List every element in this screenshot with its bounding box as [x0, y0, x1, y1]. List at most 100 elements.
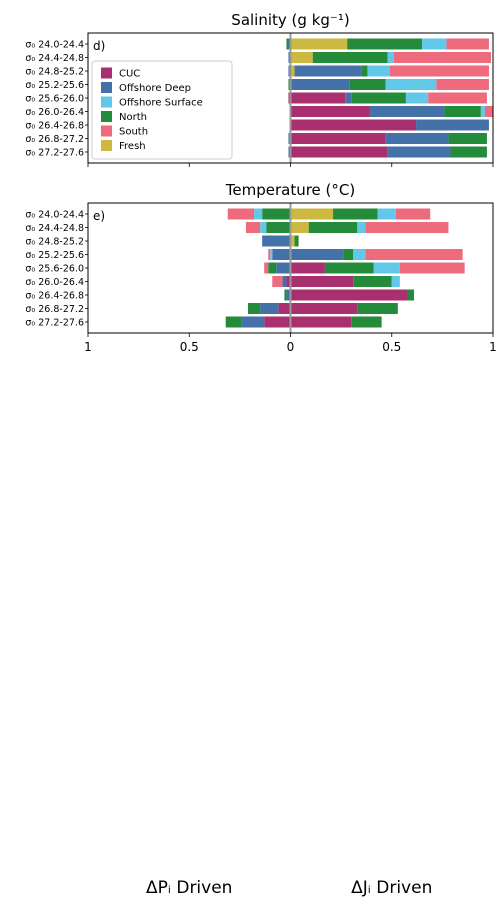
- bar-right-offshore-surface: [373, 262, 400, 274]
- y-tick-label: σ₀ 25.2-25.6: [25, 80, 84, 91]
- y-tick-label: σ₀ 24.0-24.4: [25, 210, 84, 221]
- bar-right-north: [444, 106, 481, 117]
- bar-right-offshore-deep: [387, 146, 451, 158]
- bar-right-south: [393, 52, 491, 63]
- bar-right-fresh: [290, 38, 348, 50]
- bar-right-south: [484, 106, 493, 117]
- bar-right-north: [351, 92, 406, 104]
- bar-right-north: [450, 146, 487, 158]
- bar-left-offshore-surface: [254, 208, 263, 220]
- bar-right-south: [428, 92, 487, 104]
- bar-left-offshore-deep: [288, 52, 291, 63]
- bar-right-south: [365, 222, 449, 233]
- bar-right-south: [399, 262, 465, 274]
- legend-swatch-offshore-deep: [101, 82, 112, 93]
- legend-entry-fresh: Fresh: [119, 141, 146, 152]
- bar-right-offshore-surface: [480, 106, 485, 117]
- bar-right-offshore-deep: [290, 79, 350, 90]
- bar-right-cuc: [290, 276, 354, 287]
- bar-left-north: [284, 289, 287, 301]
- bar-left-south: [268, 249, 271, 260]
- y-tick-label: σ₀ 26.0-26.4: [25, 277, 84, 288]
- bar-left-south: [272, 276, 283, 287]
- bar-right-offshore-surface: [385, 79, 437, 90]
- legend-entry-offshore-deep: Offshore Deep: [119, 83, 191, 94]
- bar-right-north: [312, 52, 388, 63]
- bar-right-south: [395, 208, 431, 220]
- bar-right-offshore-surface: [387, 52, 394, 63]
- bar-right-offshore-deep: [369, 106, 445, 117]
- bar-right-north: [294, 235, 299, 247]
- legend-swatch-offshore-surface: [101, 96, 112, 108]
- bar-right-fresh: [290, 222, 309, 233]
- legend-swatch-south: [101, 125, 112, 137]
- bar-right-offshore-surface: [377, 208, 396, 220]
- legend-entry-south: South: [119, 127, 148, 138]
- x-axis-label-right: ΔJᵢ Driven: [351, 878, 432, 898]
- bar-right-cuc: [290, 262, 325, 274]
- bar-right-offshore-deep: [345, 92, 352, 104]
- bar-right-north: [357, 303, 398, 314]
- bar-right-north: [361, 65, 368, 77]
- bar-left-offshore-deep: [272, 249, 291, 260]
- bar-left-cuc: [264, 316, 291, 328]
- bar-left-offshore-deep: [288, 133, 291, 144]
- legend-box: [91, 60, 233, 160]
- bar-right-offshore-surface: [391, 276, 400, 287]
- bar-right-north: [349, 79, 386, 90]
- bar-right-south: [365, 249, 463, 260]
- x-tick-label: 1: [84, 340, 92, 354]
- y-tick-label: σ₀ 24.4-24.8: [25, 53, 84, 64]
- bar-right-north: [407, 289, 415, 301]
- y-tick-label: σ₀ 27.2-27.6: [25, 318, 84, 329]
- bar-right-cuc: [290, 106, 370, 117]
- bar-right-cuc: [290, 303, 358, 314]
- bar-right-cuc: [290, 146, 388, 158]
- y-tick-label: σ₀ 24.4-24.8: [25, 223, 84, 234]
- bar-right-offshore-deep: [294, 65, 362, 77]
- y-tick-label: σ₀ 24.8-25.2: [25, 67, 84, 78]
- y-tick-label: σ₀ 24.8-25.2: [25, 237, 84, 248]
- bar-left-offshore-deep: [260, 303, 279, 314]
- bar-left-offshore-deep: [241, 316, 265, 328]
- bar-right-cuc: [290, 119, 417, 131]
- bar-right-north: [308, 222, 358, 233]
- bar-right-cuc: [290, 92, 346, 104]
- x-tick-label: 0.5: [382, 340, 401, 354]
- y-tick-label: σ₀ 26.8-27.2: [25, 304, 84, 315]
- panel-title: Temperature (°C): [225, 181, 355, 199]
- bar-left-offshore-deep: [282, 276, 287, 287]
- bar-right-south: [436, 79, 489, 90]
- bar-left-north: [225, 316, 242, 328]
- bar-right-offshore-surface: [353, 249, 366, 260]
- legend-entry-north: North: [119, 112, 147, 123]
- bar-right-north: [324, 262, 374, 274]
- bar-left-north: [286, 38, 289, 50]
- bar-left-offshore-deep: [288, 146, 291, 158]
- legend: CUC Offshore Deep Offshore Surface North Sou…: [91, 60, 233, 160]
- bar-left-north: [266, 222, 291, 233]
- legend-entry-offshore-surface: Offshore Surface: [119, 98, 203, 109]
- y-tick-label: σ₀ 27.2-27.6: [25, 148, 84, 159]
- y-tick-label: σ₀ 24.0-24.4: [25, 40, 84, 51]
- bar-right-fresh: [290, 65, 295, 77]
- bar-left-south: [245, 222, 261, 233]
- panel-label: d): [93, 39, 105, 53]
- panel-d: Salinity (g kg⁻¹) d) σ₀ 24.0-24.4 σ₀ 24.4-2…: [25, 11, 494, 167]
- bar-right-cuc: [290, 289, 408, 301]
- y-tick-label: σ₀ 26.8-27.2: [25, 134, 84, 145]
- bar-right-cuc: [290, 133, 386, 144]
- bar-right-offshore-deep: [416, 119, 489, 131]
- bar-right-north: [343, 249, 354, 260]
- bar-right-south: [446, 38, 489, 50]
- bar-left-offshore-deep: [286, 289, 291, 301]
- bar-left-offshore-deep: [276, 262, 291, 274]
- bar-left-north: [288, 79, 291, 90]
- legend-entry-cuc: CUC: [119, 69, 140, 80]
- bar-left-cuc: [286, 276, 291, 287]
- bar-right-offshore-deep: [290, 249, 344, 260]
- legend-swatch-north: [101, 111, 112, 122]
- bar-right-south: [389, 65, 489, 77]
- bar-left-north: [262, 208, 291, 220]
